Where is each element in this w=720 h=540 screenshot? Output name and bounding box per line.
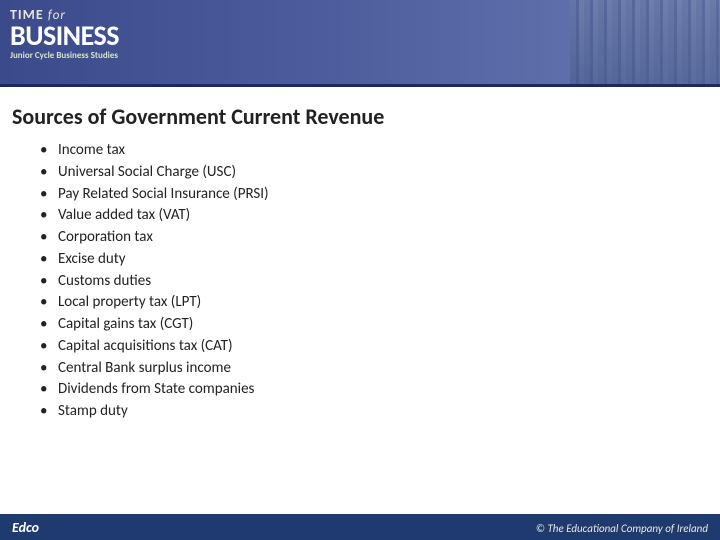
list-item: Stamp duty	[36, 401, 676, 423]
list-item: Income tax	[36, 140, 676, 162]
list-item: Central Bank surplus income	[36, 358, 676, 380]
bullet-list: Income tax Universal Social Charge (USC)…	[36, 140, 676, 423]
header-banner: TIME for BUSINESS Junior Cycle Business …	[0, 0, 720, 84]
slide-title: Sources of Government Current Revenue	[12, 103, 384, 130]
list-item: Customs duties	[36, 271, 676, 293]
brand-logo: TIME for BUSINESS Junior Cycle Business …	[10, 6, 119, 61]
list-item: Capital acquisitions tax (CAT)	[36, 336, 676, 358]
list-item: Excise duty	[36, 249, 676, 271]
list-item: Universal Social Charge (USC)	[36, 162, 676, 184]
banner-divider	[0, 84, 720, 87]
list-item: Value added tax (VAT)	[36, 205, 676, 227]
list-item: Dividends from State companies	[36, 379, 676, 401]
banner-city-image	[570, 0, 720, 84]
footer-bar: Edco © The Educational Company of Irelan…	[0, 514, 720, 540]
footer-copyright: © The Educational Company of Ireland	[536, 522, 708, 535]
list-item: Capital gains tax (CGT)	[36, 314, 676, 336]
list-item: Pay Related Social Insurance (PRSI)	[36, 184, 676, 206]
logo-line2: BUSINESS	[10, 23, 119, 48]
list-item: Local property tax (LPT)	[36, 292, 676, 314]
list-item: Corporation tax	[36, 227, 676, 249]
footer-brand: Edco	[12, 519, 39, 536]
logo-subtitle: Junior Cycle Business Studies	[10, 50, 119, 61]
